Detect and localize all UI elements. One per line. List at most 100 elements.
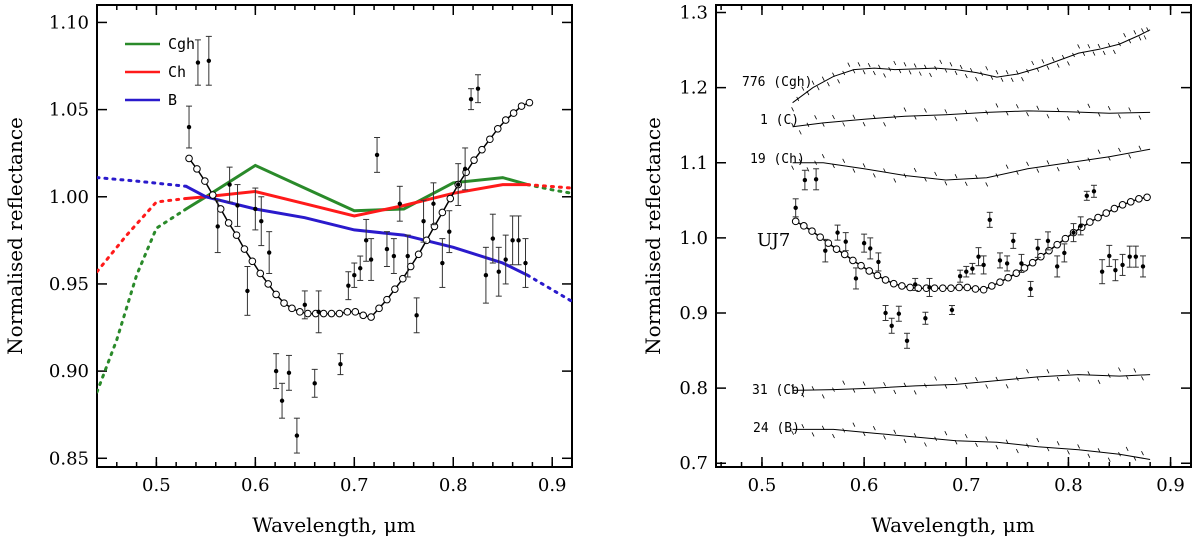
- uj7-right-observed-point: [1078, 223, 1083, 229]
- spectrum-19-ch--sample: [791, 165, 794, 170]
- spectrum-1-c--line: [792, 110, 1151, 128]
- spectrum-24-b--sample: [1118, 452, 1121, 457]
- uj7-right-model-point: [1126, 198, 1135, 206]
- uj7-model-point: [383, 295, 391, 304]
- spectrum-776-cgh--sample: [964, 73, 968, 79]
- spectrum-19-ch--sample: [1077, 165, 1080, 171]
- spectrum-776-cgh--sample: [1036, 67, 1040, 72]
- uj7-right-model-line: [795, 196, 1148, 291]
- uj7-model-point: [486, 135, 494, 144]
- uj7-right-observed-point: [1140, 264, 1146, 269]
- spectrum-19-ch--sample: [975, 174, 978, 179]
- uj7-right-observed-point: [1120, 262, 1125, 268]
- spectrum-31-cb--sample: [801, 392, 805, 398]
- spectrum-24-b--sample: [821, 425, 825, 430]
- uj7-right-model-point: [1143, 193, 1151, 202]
- spectrum-776-cgh--sample: [1097, 43, 1101, 49]
- spectrum-19-ch--sample: [883, 168, 886, 173]
- spectrum-24-b--sample: [954, 440, 958, 445]
- spectrum-24-b--sample: [883, 435, 886, 440]
- uj7-model-point: [280, 299, 288, 307]
- uj7-model-point: [288, 304, 296, 313]
- spectrum-31-cb--sample: [1077, 377, 1080, 382]
- spectrum-1-c--sample: [1097, 112, 1101, 117]
- spectrum-label-24: 24 (B): [753, 421, 800, 436]
- spectrum-776-cgh--sample: [852, 69, 856, 74]
- spectrum-776-cgh--sample: [827, 81, 830, 87]
- right-y-tick-label: 1.2: [679, 78, 708, 99]
- spectrum-19-ch--sample: [913, 167, 917, 173]
- right-y-tick-label: 0.7: [679, 453, 708, 474]
- right-plot-frame: [715, 4, 1192, 468]
- spectrum-label-19: 19 (Ch): [750, 152, 805, 167]
- series-cgh-extrapolated-left: [97, 207, 188, 394]
- series-b-extrapolated-right: [526, 273, 572, 303]
- spectrum-31-cb--sample: [872, 389, 876, 394]
- spectrum-776-cgh--sample: [847, 62, 851, 67]
- uj7-right-observed-point: [843, 239, 848, 244]
- spectrum-31-cb--sample: [975, 377, 978, 382]
- spectrum-1-c--sample: [1128, 107, 1132, 112]
- spectrum-1-c--sample: [1118, 114, 1121, 119]
- uj7-model-point: [375, 304, 383, 313]
- left-y-tick-label: 1.00: [49, 187, 89, 208]
- spectrum-776-cgh--sample: [913, 63, 917, 68]
- left-y-tick-label: 1.05: [49, 100, 89, 121]
- spectrum-19-ch--sample: [872, 173, 876, 178]
- uj7-right-model-point: [889, 279, 898, 288]
- spectrum-776-cgh--sample: [898, 68, 902, 74]
- uj7-model-point: [256, 269, 265, 278]
- uj7-observed-point: [496, 269, 501, 274]
- spectrum-776-cgh--sample: [872, 70, 876, 76]
- spectrum-1-c--sample: [985, 110, 989, 115]
- spectrum-19-ch--sample: [832, 163, 835, 169]
- right-y-axis-label: Normalised reflectance: [641, 117, 665, 355]
- uj7-right-observed-point: [868, 246, 873, 251]
- uj7-observed-point: [338, 361, 343, 367]
- uj7-model-point: [525, 98, 534, 107]
- spectrum-776-cgh--sample: [1107, 42, 1111, 48]
- uj7-right-model-point: [1086, 218, 1094, 226]
- left-x-tick-label: 0.6: [241, 475, 270, 496]
- spectrum-24-b--sample: [842, 428, 846, 433]
- uj7-right-model-point: [996, 278, 1004, 287]
- spectrum-776-cgh--sample: [1021, 77, 1024, 82]
- spectrum-31-cb--sample: [1026, 369, 1029, 374]
- spectrum-31-cb--sample: [1118, 367, 1121, 372]
- left-y-tick-label: 1.10: [49, 12, 89, 33]
- uj7-observed-point: [421, 218, 426, 224]
- uj7-observed-point: [227, 182, 232, 187]
- uj7-observed-point: [206, 58, 212, 63]
- spectrum-31-cb--sample: [893, 389, 897, 395]
- spectrum-19-ch--sample: [1138, 145, 1142, 150]
- spectrum-31-cb--sample: [1097, 379, 1101, 385]
- spectrum-776-cgh--sample: [1041, 59, 1045, 64]
- spectrum-776-cgh--sample: [903, 62, 907, 67]
- uj7-right-model-point: [800, 222, 808, 230]
- uj7-right-model-point: [1045, 246, 1053, 255]
- spectrum-24-b--sample: [1125, 446, 1129, 452]
- spectrum-24-b--sample: [903, 438, 907, 444]
- spectrum-31-cb--sample: [791, 384, 794, 390]
- spectrum-1-c--sample: [862, 121, 866, 127]
- uj7-observed-point: [286, 370, 292, 376]
- uj7-right-model-point: [955, 283, 963, 292]
- uj7-observed-point: [414, 313, 419, 318]
- spectrum-31-cb--sample: [934, 376, 937, 381]
- uj7-model-point: [224, 219, 233, 227]
- spectrum-776-cgh--sample: [1026, 68, 1029, 74]
- spectrum-19-ch--sample: [893, 178, 897, 183]
- spectrum-24-b--sample: [872, 426, 876, 431]
- left-y-tick-label: 0.95: [49, 274, 89, 295]
- spectrum-24-b--sample: [893, 429, 897, 434]
- spectrum-776-cgh--sample: [1128, 39, 1132, 44]
- spectrum-label-31: 31 (Cb): [752, 383, 807, 398]
- uj7-right-model-point: [1004, 273, 1012, 282]
- spectrum-776-cgh--sample: [934, 65, 937, 71]
- spectrum-31-cb--sample: [1046, 369, 1050, 374]
- spectrum-24-b--sample: [1077, 444, 1080, 449]
- spectrum-776-cgh--sample: [924, 64, 927, 70]
- uj7-right-observed-point: [896, 311, 902, 316]
- left-x-tick-label: 0.8: [439, 475, 468, 496]
- spectrum-776-cgh--sample: [801, 86, 805, 91]
